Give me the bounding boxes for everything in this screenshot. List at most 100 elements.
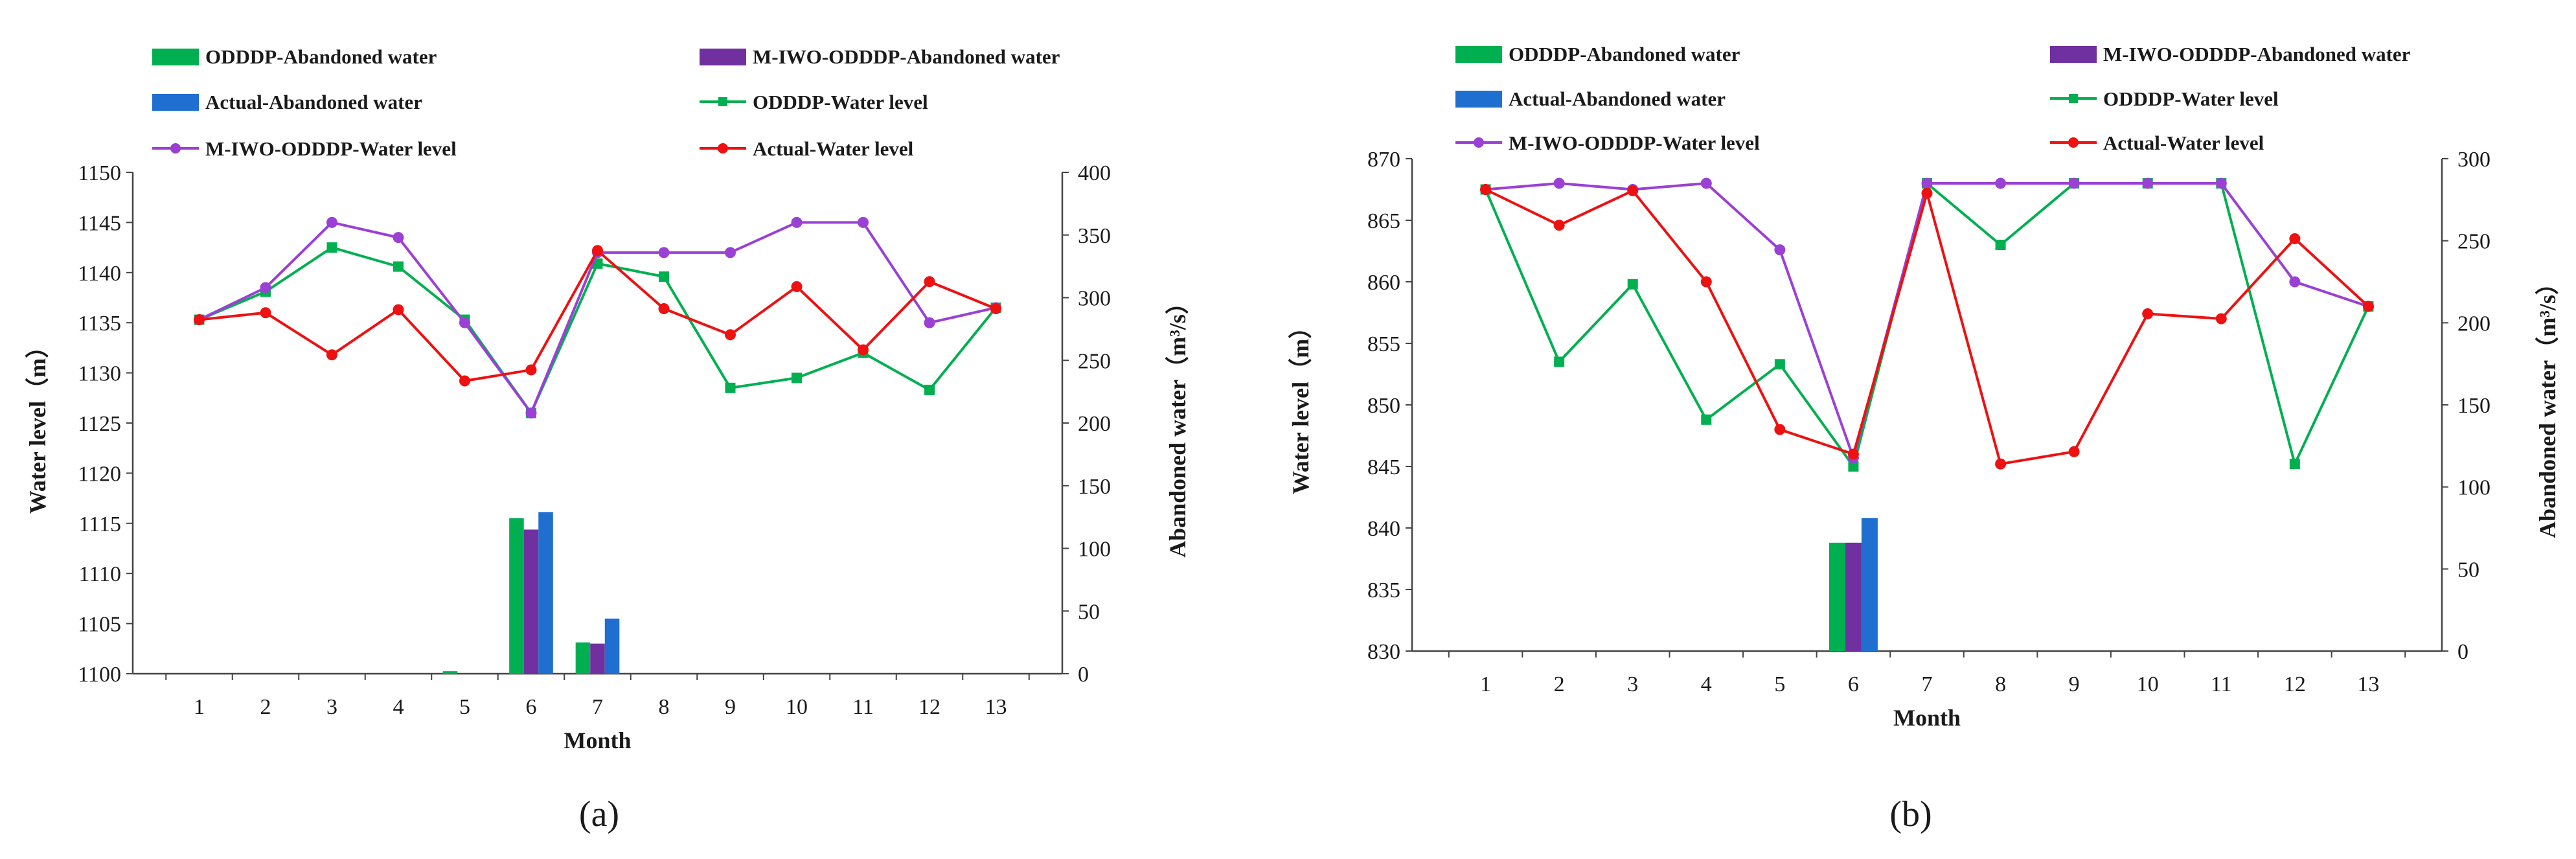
- legend-marker-odddp_line: [718, 97, 727, 106]
- legend-marker-actual_line: [718, 143, 728, 154]
- y-left-tick-label: 1105: [78, 613, 121, 637]
- point-miwo-odddp-water-level: [393, 232, 404, 244]
- x-tick-label: 7: [592, 695, 603, 719]
- point-miwo-odddp-water-level: [658, 247, 670, 258]
- x-tick-label: 7: [1922, 672, 1933, 696]
- point-actual-water-level: [2289, 233, 2301, 244]
- point-miwo-odddp-water-level: [1553, 178, 1565, 189]
- x-tick-label: 12: [918, 695, 940, 719]
- y-left-tick-label: 830: [1367, 640, 1400, 664]
- legend-label-miwo_bar: M-IWO-ODDDP-Abandoned water: [2103, 43, 2411, 65]
- y-right-tick-label: 400: [1078, 161, 1111, 185]
- panel-b-chart: ODDDP-Abandoned water M-IWO-ODDDP-Abandon…: [1288, 43, 2560, 834]
- x-tick-label: 12: [2284, 672, 2306, 696]
- point-odddp-water-level: [924, 384, 935, 395]
- y-left-tick-label: 840: [1367, 517, 1400, 541]
- point-actual-water-level: [725, 329, 736, 341]
- bar-odddp-abandoned-water: [509, 518, 524, 674]
- point-actual-water-level: [1847, 448, 1859, 460]
- bar-actual-abandoned-water: [538, 512, 553, 674]
- bar-miwo-odddp-abandoned-water: [523, 529, 539, 674]
- bar-actual-abandoned-water: [1861, 518, 1878, 651]
- panel-label: (b): [1889, 794, 1932, 834]
- point-actual-water-level: [1480, 184, 1492, 195]
- y-right-tick-label: 0: [2457, 640, 2468, 664]
- point-miwo-odddp-water-level: [260, 282, 271, 293]
- y-right-tick-label: 50: [1078, 600, 1100, 624]
- legend-label-actual_bar: Actual-Abandoned water: [205, 91, 422, 113]
- y-right-tick-label: 300: [2457, 148, 2491, 172]
- y-left-tick-label: 850: [1367, 394, 1400, 418]
- point-miwo-odddp-water-level: [2142, 178, 2154, 189]
- x-tick-label: 13: [2357, 672, 2379, 696]
- point-miwo-odddp-water-level: [858, 216, 869, 228]
- legend-label-odddp_bar: ODDDP-Abandoned water: [205, 45, 437, 68]
- point-actual-water-level: [459, 375, 470, 387]
- point-actual-water-level: [1553, 220, 1565, 231]
- y-right-tick-label: 100: [1078, 538, 1111, 562]
- point-actual-water-level: [2215, 313, 2227, 325]
- legend-swatch-actual_bar: [1455, 91, 1502, 108]
- point-actual-water-level: [525, 364, 537, 376]
- y-right-tick-label: 50: [2457, 558, 2479, 582]
- y-right-tick-label: 300: [1078, 287, 1111, 311]
- x-tick-label: 5: [459, 695, 470, 719]
- bar-miwo-odddp-abandoned-water: [590, 643, 605, 674]
- x-tick-label: 10: [2137, 672, 2159, 696]
- legend-marker-miwo_line: [1474, 137, 1484, 148]
- bar-actual-abandoned-water: [604, 618, 620, 674]
- point-miwo-odddp-water-level: [459, 317, 470, 328]
- x-tick-label: 2: [260, 695, 271, 719]
- y-left-tick-label: 845: [1367, 455, 1400, 479]
- y-left-tick-label: 1100: [78, 663, 121, 687]
- y-right-tick-label: 350: [1078, 224, 1111, 248]
- y-right-tick-label: 150: [1078, 475, 1111, 499]
- x-tick-label: 9: [725, 695, 736, 719]
- legend-label-actual_line: Actual-Water level: [753, 137, 914, 160]
- x-tick-label: 3: [1627, 672, 1638, 696]
- x-tick-label: 6: [1848, 672, 1859, 696]
- y-left-tick-label: 1125: [78, 412, 121, 436]
- y-right-tick-label: 250: [2457, 230, 2491, 254]
- point-odddp-water-level: [1701, 414, 1712, 425]
- legend-label-miwo_line: M-IWO-ODDDP-Water level: [1509, 132, 1760, 154]
- y-axis-left-title: Water level（m）: [1288, 315, 1314, 494]
- x-tick-label: 11: [852, 695, 874, 719]
- x-axis-title: Month: [564, 727, 631, 753]
- y-left-tick-label: 860: [1367, 271, 1400, 295]
- x-tick-label: 4: [393, 695, 404, 719]
- x-tick-label: 9: [2069, 672, 2080, 696]
- point-miwo-odddp-water-level: [326, 216, 337, 228]
- point-odddp-water-level: [725, 382, 736, 393]
- point-actual-water-level: [1921, 187, 1933, 199]
- point-miwo-odddp-water-level: [2068, 178, 2080, 189]
- legend-marker-odddp_line: [2069, 94, 2078, 103]
- y-left-tick-label: 1135: [78, 312, 121, 336]
- legend-label-actual_bar: Actual-Abandoned water: [1509, 87, 1726, 110]
- point-miwo-odddp-water-level: [1774, 244, 1786, 256]
- point-actual-water-level: [326, 349, 337, 361]
- point-actual-water-level: [1700, 276, 1712, 288]
- point-miwo-odddp-water-level: [1921, 178, 1933, 189]
- point-odddp-water-level: [659, 271, 669, 282]
- point-actual-water-level: [858, 344, 869, 356]
- y-left-tick-label: 865: [1367, 209, 1400, 233]
- point-actual-water-level: [194, 314, 205, 326]
- point-actual-water-level: [393, 304, 404, 315]
- point-miwo-odddp-water-level: [924, 317, 935, 328]
- point-odddp-water-level: [1774, 359, 1785, 370]
- point-miwo-odddp-water-level: [2289, 276, 2301, 288]
- panel-label: (a): [579, 794, 619, 834]
- x-tick-label: 5: [1774, 672, 1785, 696]
- x-tick-label: 11: [2211, 672, 2232, 696]
- point-odddp-water-level: [1554, 356, 1565, 367]
- point-odddp-water-level: [792, 372, 802, 384]
- point-actual-water-level: [924, 276, 935, 288]
- legend-label-odddp_bar: ODDDP-Abandoned water: [1509, 43, 1740, 65]
- x-tick-label: 8: [1995, 672, 2006, 696]
- y-left-tick-label: 1120: [78, 462, 121, 486]
- y-axis-right-title: Abandoned water（m³/s）: [2535, 271, 2560, 538]
- point-actual-water-level: [990, 303, 1001, 315]
- bar-odddp-abandoned-water: [575, 642, 591, 674]
